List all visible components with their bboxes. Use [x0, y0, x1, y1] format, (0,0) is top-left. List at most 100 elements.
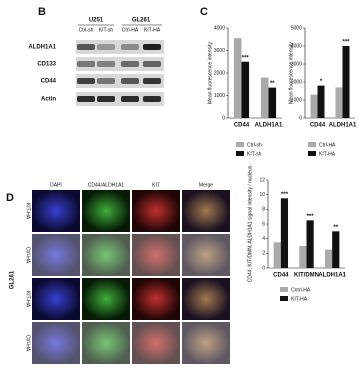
column-label: CD44/ALDH1A1 — [88, 182, 125, 188]
band — [121, 61, 139, 67]
significance: ** — [270, 81, 275, 87]
y-tick-label: 10 — [259, 192, 265, 198]
y-tick-label: 2000 — [214, 70, 225, 76]
micrograph — [182, 234, 230, 276]
y-tick-label: 1000 — [214, 93, 225, 99]
legend-label: Cntrl-HA — [291, 287, 311, 293]
y-axis-label: Mean fluorescence intensity — [207, 42, 213, 104]
column-label: Merge — [199, 182, 213, 188]
protein-label: Actin — [41, 97, 56, 103]
x-tick-label: CD44 — [273, 273, 289, 279]
bar — [260, 77, 269, 118]
x-tick-label: CD44 — [234, 123, 250, 129]
micrograph — [132, 190, 180, 232]
micrograph — [132, 322, 180, 364]
bar — [268, 87, 277, 118]
legend-swatch — [236, 142, 244, 147]
significance: *** — [307, 214, 315, 220]
band — [121, 96, 139, 102]
micrograph — [82, 322, 130, 364]
band — [97, 96, 115, 102]
significance: *** — [242, 55, 250, 61]
x-tick-label: ALDH1A1 — [318, 273, 346, 279]
bar — [324, 249, 333, 268]
significance: *** — [281, 192, 289, 198]
band — [143, 78, 161, 84]
y-tick-label: 0 — [262, 265, 265, 271]
band — [143, 96, 161, 102]
legend-label: KIT-HA — [291, 296, 308, 302]
legend-label: KIT-HA — [319, 151, 336, 157]
lane-label: Ctrl-HA — [122, 27, 139, 33]
band — [143, 44, 161, 50]
lane-label: Ctrl-sh — [79, 27, 94, 33]
micrograph — [32, 322, 80, 364]
y-axis-label: CD44, KIT/DMN, ALDH1A1 signal intensity … — [247, 165, 253, 282]
row-label: Ctrl-HA — [25, 247, 31, 264]
protein-label: CD44 — [41, 79, 57, 85]
column-label: KIT — [152, 182, 160, 188]
group-label: U251 — [89, 18, 104, 24]
y-tick-label: 2000 — [291, 79, 302, 85]
y-tick-label: 8 — [262, 207, 265, 213]
micrograph — [82, 234, 130, 276]
band — [77, 44, 95, 50]
legend-label: KIT-sh — [247, 151, 262, 157]
blot-strip — [76, 57, 164, 71]
micrograph — [32, 234, 80, 276]
bar — [273, 242, 281, 268]
bar — [233, 38, 242, 118]
legend-swatch — [280, 287, 288, 292]
micrograph — [132, 234, 180, 276]
band — [77, 96, 95, 102]
band — [97, 44, 115, 50]
bar — [317, 85, 325, 118]
bar — [342, 46, 350, 118]
y-tick-label: 12 — [259, 177, 265, 183]
y-tick-label: 3000 — [214, 48, 225, 54]
bar — [299, 246, 307, 268]
row-label: KIT-HA — [25, 203, 31, 220]
micrograph — [82, 190, 130, 232]
panel-label: D — [6, 192, 14, 204]
y-tick-label: 0 — [222, 115, 225, 121]
blot-strip — [76, 40, 164, 54]
micrograph — [182, 278, 230, 320]
bar — [332, 231, 340, 268]
legend-label: Ctrl-sh — [247, 142, 262, 148]
band — [121, 44, 139, 50]
blot-strip — [76, 92, 164, 106]
y-tick-label: 2 — [262, 251, 265, 257]
y-tick-label: 1000 — [291, 97, 302, 103]
y-tick-label: 0 — [299, 115, 302, 121]
micrograph — [132, 278, 180, 320]
legend-swatch — [308, 151, 316, 156]
band — [77, 61, 95, 67]
legend-swatch — [236, 151, 244, 156]
group-label: GL261 — [132, 18, 151, 24]
band — [97, 78, 115, 84]
micrograph — [32, 278, 80, 320]
protein-label: CD133 — [37, 62, 56, 68]
x-tick-label: ALDH1A1 — [255, 123, 283, 129]
legend-label: Ctrl-HA — [319, 142, 336, 148]
significance: * — [320, 79, 323, 85]
y-tick-label: 4000 — [291, 43, 302, 49]
bar — [241, 61, 250, 118]
legend-swatch — [308, 142, 316, 147]
y-tick-label: 4000 — [214, 25, 225, 31]
lane-label: KIT-sh — [99, 27, 114, 33]
bar — [310, 94, 318, 118]
micrograph — [82, 278, 130, 320]
y-tick-label: 5000 — [291, 25, 302, 31]
y-axis-label: Mean fluorescence intensity — [288, 42, 294, 104]
x-tick-label: CD44 — [310, 123, 326, 129]
band — [97, 61, 115, 67]
lane-label: KIT-HA — [144, 27, 161, 33]
bar — [335, 87, 343, 118]
significance: ** — [333, 225, 338, 231]
band — [121, 78, 139, 84]
row-label: KIT-HA — [25, 291, 31, 308]
legend-swatch — [280, 296, 288, 301]
